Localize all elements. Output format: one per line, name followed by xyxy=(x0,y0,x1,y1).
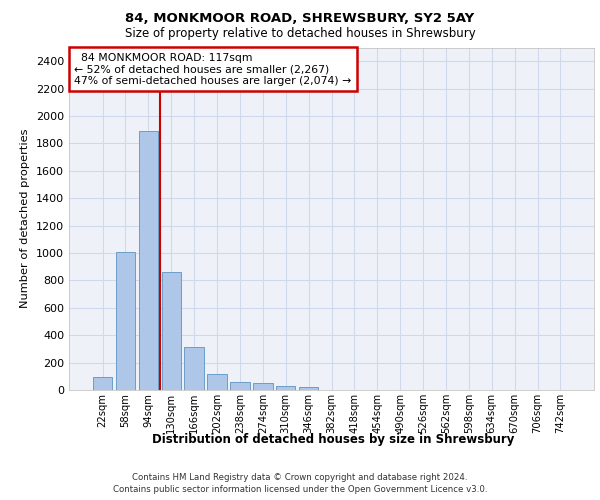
Bar xyxy=(299,388,319,390)
Text: Contains HM Land Registry data © Crown copyright and database right 2024.
Contai: Contains HM Land Registry data © Crown c… xyxy=(113,472,487,494)
Text: 84, MONKMOOR ROAD, SHREWSBURY, SY2 5AY: 84, MONKMOOR ROAD, SHREWSBURY, SY2 5AY xyxy=(125,12,475,26)
Text: 84 MONKMOOR ROAD: 117sqm
← 52% of detached houses are smaller (2,267)
47% of sem: 84 MONKMOOR ROAD: 117sqm ← 52% of detach… xyxy=(74,52,352,86)
Bar xyxy=(208,374,227,390)
Text: Size of property relative to detached houses in Shrewsbury: Size of property relative to detached ho… xyxy=(125,28,475,40)
Bar xyxy=(276,386,295,390)
Bar xyxy=(161,272,181,390)
Bar xyxy=(253,383,272,390)
Bar xyxy=(184,347,204,390)
Y-axis label: Number of detached properties: Number of detached properties xyxy=(20,129,31,308)
Text: Distribution of detached houses by size in Shrewsbury: Distribution of detached houses by size … xyxy=(152,432,514,446)
Bar xyxy=(230,382,250,390)
Bar xyxy=(139,131,158,390)
Bar xyxy=(116,252,135,390)
Bar xyxy=(93,377,112,390)
